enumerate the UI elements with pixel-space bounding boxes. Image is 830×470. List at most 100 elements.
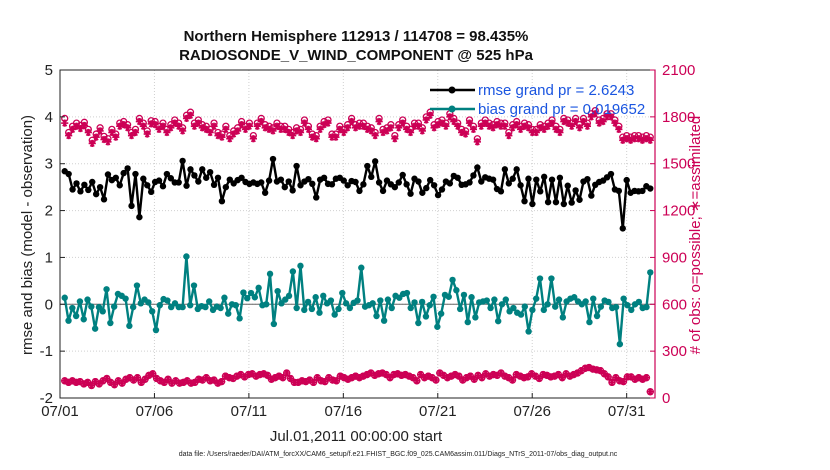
obs-assimilated-point — [306, 376, 314, 384]
bias-point — [597, 303, 605, 310]
obs-assimilated-point — [473, 138, 481, 146]
rmse-point — [100, 196, 108, 203]
rmse-point — [320, 174, 328, 181]
rmse-point — [277, 176, 285, 183]
rmse-point — [167, 175, 175, 182]
bias-point — [247, 289, 255, 297]
obs-assimilated-point — [218, 378, 226, 386]
bias-point — [293, 304, 300, 312]
obs-assimilated-point — [418, 127, 426, 135]
bias-point — [221, 294, 228, 301]
obs-assimilated-point — [403, 125, 411, 133]
obs-assimilated-point — [432, 376, 440, 384]
obs-assimilated-point — [568, 122, 576, 130]
rmse-point — [175, 179, 182, 186]
bias-point — [88, 303, 95, 310]
bias-point — [544, 301, 551, 308]
y-axis-left: -2 -1 0 1 2 3 4 5 — [40, 62, 65, 407]
bias-point — [586, 318, 593, 326]
rmse-point — [183, 182, 190, 189]
bias-point — [418, 298, 426, 306]
rmse-point — [210, 181, 218, 188]
bias-point — [179, 303, 186, 311]
obs-assimilated-point — [149, 370, 157, 378]
bias-point — [510, 304, 517, 312]
obs-assimilated-point — [61, 119, 69, 127]
bias-point — [369, 300, 376, 307]
bias-point — [164, 297, 171, 304]
y2-tick-label: 1800 — [662, 109, 695, 126]
rmse-point — [615, 187, 623, 195]
rmse-point — [391, 183, 399, 191]
obs-assimilated-point — [646, 388, 654, 396]
rmse-point — [623, 176, 630, 184]
bias-point — [107, 319, 114, 327]
bias-point — [133, 282, 141, 289]
bias-point — [202, 303, 209, 311]
bias-point — [407, 304, 414, 312]
rmse-point — [191, 172, 198, 179]
obs-assimilated-point — [340, 128, 348, 137]
obs-assimilated-point — [186, 111, 195, 119]
obs-assimilated-point — [556, 128, 564, 137]
rmse-point — [218, 198, 226, 205]
rmse-point — [261, 189, 269, 196]
obs-assimilated-point — [271, 374, 279, 382]
bias-point — [266, 270, 274, 278]
y2-tick-label: 600 — [662, 296, 687, 313]
bias-point — [437, 310, 445, 317]
rmse-point — [81, 181, 88, 188]
bias-point — [456, 305, 464, 313]
bias-point — [91, 325, 99, 332]
bias-point — [422, 313, 430, 320]
rmse-point — [195, 178, 202, 185]
bias-point — [403, 289, 411, 297]
bias-point — [628, 306, 635, 314]
x-tick-label: 07/31 — [608, 403, 646, 420]
obs-assimilated-point — [80, 121, 88, 130]
rmse-point — [584, 175, 591, 183]
obs-assimilated-point — [469, 125, 478, 133]
obs-assimilated-point — [194, 119, 202, 127]
bias-point — [533, 295, 540, 302]
y2-tick-label: 900 — [662, 249, 687, 266]
rmse-point — [533, 176, 540, 183]
obs-assimilated-point — [257, 117, 265, 126]
bias-point — [304, 298, 312, 306]
plot-area — [59, 69, 656, 399]
obs-assimilated-point — [508, 376, 517, 384]
obs-assimilated-point — [143, 130, 151, 138]
rmse-point — [375, 179, 383, 186]
bias-point — [460, 291, 468, 299]
bias-point — [453, 287, 460, 294]
obs-assimilated-point — [182, 114, 191, 123]
rmse-point — [352, 178, 359, 186]
rmse-point — [340, 177, 347, 184]
y2-axis-label: # of obs: o=possible; ∗=assimilated — [687, 116, 704, 355]
rmse-point — [572, 187, 579, 194]
rmse-point — [112, 174, 120, 181]
bias-point — [61, 294, 68, 301]
rmse-point — [163, 170, 171, 178]
obs-assimilated-point — [175, 122, 183, 130]
rmse-point — [159, 183, 167, 190]
obs-assimilated-point — [135, 117, 143, 126]
bias-point — [308, 305, 316, 313]
obs-assimilated-point — [413, 377, 421, 385]
bias-point — [316, 309, 323, 316]
bias-point — [354, 297, 361, 304]
rmse-point — [313, 194, 320, 201]
rmse-point — [265, 177, 273, 184]
bias-point — [327, 297, 335, 304]
rmse-point — [588, 192, 595, 199]
obs-assimilated-point — [575, 124, 584, 132]
rmse-point — [124, 165, 131, 172]
obs-assimilated-point — [422, 116, 430, 124]
y-tick-label: 2 — [45, 203, 53, 220]
rmse-point — [305, 175, 312, 183]
bias-point — [145, 299, 152, 306]
footer-data-file: data file: /Users/raeder/DAI/ATM_forcXX/… — [179, 451, 618, 458]
x-tick-label: 07/21 — [419, 403, 457, 420]
rmse-point — [293, 162, 300, 170]
